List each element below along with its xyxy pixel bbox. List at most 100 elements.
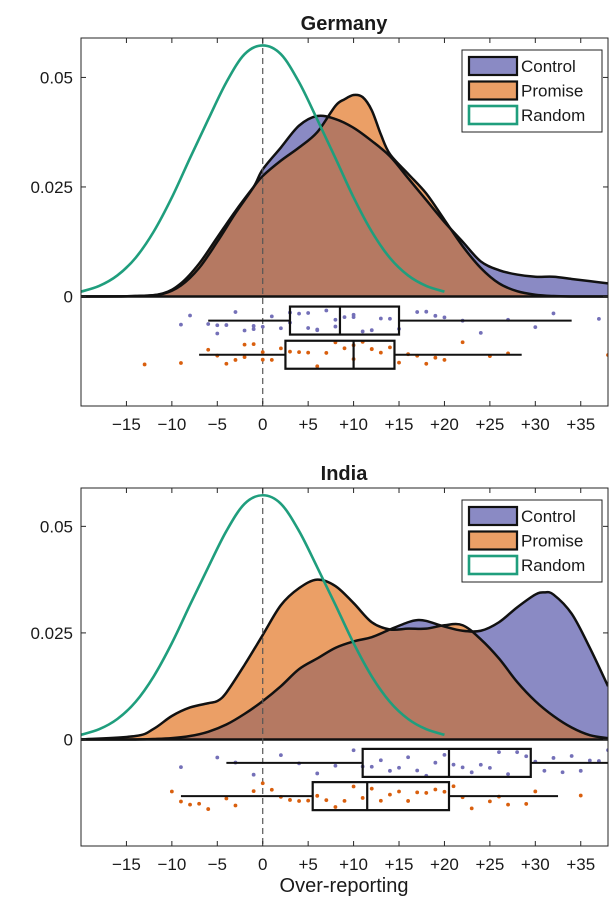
germany-promise-point	[378, 350, 383, 355]
germany-promise-point	[233, 358, 238, 362]
germany-promise-point	[224, 361, 229, 366]
germany-control-line	[81, 114, 608, 298]
germany-promise-point	[179, 361, 183, 365]
germany-control-point	[324, 308, 329, 313]
india-x-tick-label: +20	[430, 855, 459, 874]
india-promise-point	[369, 786, 374, 791]
india-promise-point	[288, 798, 292, 802]
india-promise-point	[206, 807, 211, 811]
india-promise-point	[251, 789, 256, 794]
germany-promise-point	[288, 349, 292, 354]
india-x-tick-label: +30	[521, 855, 550, 874]
germany-control-boxplot	[179, 305, 601, 336]
germany-promise-point	[278, 346, 283, 351]
germany-promise-line	[81, 93, 608, 298]
germany-control-point	[442, 315, 447, 320]
germany-promise-point	[460, 340, 465, 345]
germany-x-tick-label: −15	[112, 415, 141, 434]
germany-panel: Germany −15 −10 −5 0 +5 +10 +15 +20 +25 +30 +35 0 0.…	[30, 13, 609, 434]
germany-control-point	[533, 325, 538, 330]
india-control-point	[333, 763, 338, 768]
germany-promise-point	[388, 345, 392, 350]
india-promise-box	[311, 781, 451, 812]
india-legend-swatch-random	[467, 554, 519, 576]
germany-y-tick-label: 0	[64, 287, 73, 306]
india-control-point	[460, 765, 465, 770]
germany-x-tick-label: +20	[430, 415, 459, 434]
india-promise-point	[415, 790, 420, 795]
india-promise-point	[378, 798, 383, 803]
india-control-point	[315, 771, 320, 776]
india-overlap-area	[81, 626, 608, 740]
india-control-point	[278, 753, 283, 758]
india-control-boxplot	[179, 747, 608, 778]
germany-control-point	[333, 324, 338, 329]
germany-control-point	[333, 317, 338, 322]
india-control-point	[487, 766, 492, 770]
india-promise-point	[360, 796, 365, 800]
india-control-box	[361, 747, 532, 778]
germany-control-point	[342, 315, 347, 319]
india-promise-point	[487, 799, 492, 804]
germany-legend: Control Promise Random	[461, 49, 603, 133]
india-promise-point	[433, 787, 438, 792]
india-promise-point	[306, 798, 311, 803]
india-promise-point	[197, 801, 202, 806]
india-promise-point	[451, 784, 456, 789]
india-control-point	[433, 760, 438, 765]
india-promise-point	[442, 789, 447, 794]
india-promise-point	[351, 784, 356, 789]
germany-control-point	[269, 314, 274, 319]
india-promise-point	[524, 802, 529, 806]
germany-overlap-area	[81, 118, 608, 297]
india-x-tick-label: −5	[208, 855, 227, 874]
india-promise-point	[188, 802, 192, 807]
germany-legend-label-random: Random	[521, 106, 585, 125]
india-promise-point	[179, 799, 183, 804]
germany-random-line	[81, 44, 445, 293]
india-promise-point	[342, 798, 347, 803]
germany-promise-point	[424, 361, 429, 366]
germany-y-tick-label: 0.025	[30, 178, 73, 197]
germany-control-point	[424, 309, 429, 314]
germany-x-tick-label: +10	[339, 415, 368, 434]
india-x-tick-label: +15	[385, 855, 414, 874]
germany-legend-label-control: Control	[521, 57, 576, 76]
india-legend-swatch-control	[467, 505, 519, 527]
germany-x-tick-label: +15	[385, 415, 414, 434]
india-promise-point	[324, 798, 329, 803]
germany-promise-point	[206, 347, 211, 352]
india-random-line	[81, 493, 445, 737]
india-control-point	[560, 770, 565, 775]
india-control-point	[478, 762, 483, 767]
india-promise-point	[533, 789, 538, 794]
india-control-point	[179, 765, 183, 770]
india-control-point	[587, 758, 592, 763]
germany-control-point	[188, 313, 192, 318]
india-promise-point	[224, 796, 229, 801]
germany-x-tick-label: +30	[521, 415, 550, 434]
india-promise-point	[315, 793, 320, 798]
india-y-tick-label: 0.05	[40, 517, 73, 536]
india-promise-point	[233, 803, 238, 808]
india-promise-point	[424, 791, 429, 795]
india-control-line	[81, 590, 608, 741]
germany-control-point	[415, 310, 420, 314]
germany-x-tick-label: +5	[298, 415, 317, 434]
germany-control-point	[251, 324, 256, 328]
germany-promise-point	[251, 342, 256, 347]
germany-promise-point	[342, 346, 347, 351]
india-control-point	[542, 768, 547, 773]
india-title: India	[321, 463, 369, 485]
germany-control-point	[360, 329, 365, 334]
germany-control-point	[378, 316, 383, 321]
germany-control-point	[369, 328, 374, 333]
india-legend-label-promise: Promise	[521, 532, 583, 551]
germany-x-tick-label: −10	[157, 415, 186, 434]
india-promise-point	[397, 789, 401, 794]
india-control-point	[451, 762, 456, 767]
india-control-point	[569, 754, 574, 758]
germany-axes-box	[80, 37, 609, 407]
india-control-point	[578, 768, 583, 773]
